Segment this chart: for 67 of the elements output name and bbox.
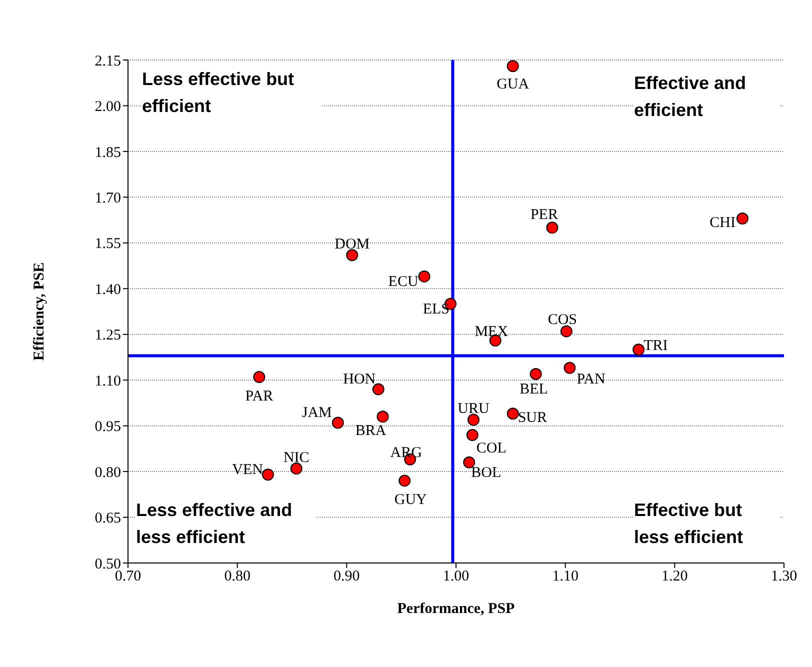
data-label: CHI (710, 214, 736, 231)
data-label: DOM (334, 236, 370, 253)
y-axis-title: Efficiency, PSE (31, 262, 48, 361)
y-tick-label: 1.55 (94, 236, 121, 252)
y-tick-label: 0.95 (94, 419, 121, 436)
data-label: ECU (388, 274, 418, 290)
annotation: Effective but less efficient (634, 497, 779, 551)
x-tick-label: 1.00 (442, 568, 470, 585)
annotation: Less effective but efficient (142, 66, 322, 120)
annotation: Less effective and less efficient (136, 497, 316, 551)
x-tick-label: 1.20 (662, 568, 688, 585)
x-tick-label: 1.10 (552, 568, 578, 585)
point (632, 344, 645, 356)
data-label: COS (548, 312, 578, 328)
point (332, 416, 344, 429)
x-tick-label: 0.80 (224, 568, 250, 585)
point (736, 212, 748, 225)
point (418, 270, 430, 282)
data-label: MEX (474, 324, 508, 340)
x-tick-label: 0.90 (334, 568, 360, 585)
y-tick-label: 1.85 (94, 144, 121, 161)
y-tick-label: 1.70 (94, 190, 121, 207)
point (467, 414, 480, 426)
point (376, 410, 389, 423)
point (372, 383, 384, 396)
data-label: PAN (576, 371, 606, 388)
data-label: BOL (471, 464, 502, 481)
data-label: TRI (644, 338, 668, 354)
y-tick-label: 0.80 (94, 464, 121, 481)
y-tick-label: 1.40 (94, 282, 121, 298)
y-tick-label: 0.65 (94, 510, 121, 527)
data-label: COL (476, 440, 506, 456)
data-label: VEN (232, 462, 264, 478)
point (398, 474, 411, 487)
point (506, 408, 519, 420)
point (253, 371, 266, 384)
point (530, 368, 542, 380)
point (346, 249, 358, 262)
y-tick-label: 2.00 (94, 99, 121, 116)
data-label: SUR (518, 410, 548, 426)
x-tick-label: 1.30 (770, 568, 798, 585)
y-tick-label: 2.15 (94, 53, 121, 70)
point (466, 428, 478, 441)
data-label: ARG (390, 444, 422, 461)
point (463, 456, 476, 468)
y-tick-label: 1.25 (94, 328, 121, 344)
point (546, 222, 558, 234)
point (262, 468, 274, 481)
x-axis-title: Performance, PSP (397, 601, 515, 617)
x-tick-label: 0.70 (114, 568, 142, 585)
annotation: Effective and efficient (634, 70, 779, 124)
data-label: NIC (283, 450, 310, 466)
data-label: PER (530, 207, 558, 224)
data-label: JAM (302, 405, 332, 422)
point (560, 325, 572, 338)
data-label: BRA (355, 423, 386, 440)
point (506, 60, 519, 72)
y-tick-label: 1.10 (94, 373, 121, 390)
data-label: URU (458, 401, 490, 418)
data-label: BEL (520, 381, 548, 398)
data-label: GUA (496, 76, 530, 93)
data-label: PAR (245, 388, 274, 404)
point (564, 362, 576, 374)
data-label: HON (343, 372, 376, 388)
data-label: ELS (422, 301, 450, 318)
data-label: GUY (394, 492, 428, 508)
point (290, 462, 302, 474)
